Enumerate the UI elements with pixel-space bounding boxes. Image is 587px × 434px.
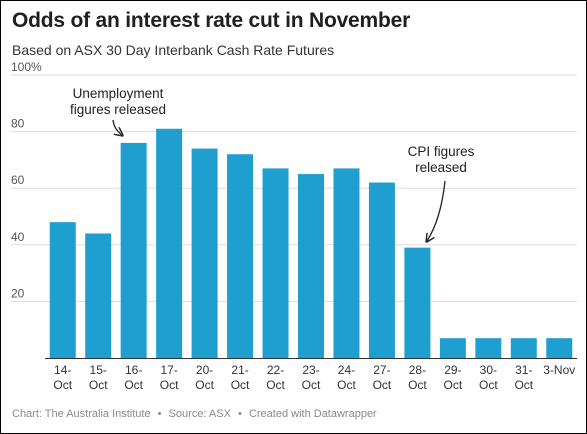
x-tick-label: 23-Oct bbox=[302, 363, 321, 392]
x-tick-label-line: Oct bbox=[373, 378, 392, 392]
bar bbox=[368, 182, 395, 358]
x-tick-label: 21-Oct bbox=[231, 363, 250, 392]
footer-separator: • bbox=[157, 408, 162, 420]
annotation-arrow bbox=[427, 180, 446, 241]
bars bbox=[49, 128, 573, 358]
axes: 20406080100%14-Oct15-Oct16-Oct17-Oct20-O… bbox=[11, 60, 577, 392]
x-tick-label-line: 31- bbox=[515, 363, 532, 377]
footer-separator: • bbox=[238, 408, 242, 420]
y-tick-label: 60 bbox=[11, 173, 25, 187]
x-tick-label-line: 14- bbox=[54, 363, 71, 377]
bar bbox=[510, 338, 537, 358]
x-tick-label: 31-Oct bbox=[514, 363, 533, 392]
footer-chart-credit: Chart: The Australia Institute bbox=[12, 408, 151, 420]
x-tick-label: 24-Oct bbox=[337, 363, 356, 392]
x-tick-label-line: 28- bbox=[409, 363, 426, 377]
x-tick-label: 17-Oct bbox=[160, 363, 179, 392]
bar bbox=[262, 168, 289, 358]
x-tick-label-line: 30- bbox=[480, 363, 497, 377]
annotation-line: figures released bbox=[70, 102, 166, 117]
annotations: Unemployment figures released CPI figures r… bbox=[70, 86, 475, 241]
y-tick-label: 40 bbox=[11, 230, 25, 244]
x-tick-label: 30-Oct bbox=[479, 363, 498, 392]
bar bbox=[49, 222, 76, 358]
x-tick-label: 28-Oct bbox=[408, 363, 427, 392]
x-tick-label-line: Oct bbox=[53, 378, 72, 392]
x-tick-label-line: 24- bbox=[338, 363, 355, 377]
y-tick-label: 80 bbox=[11, 117, 25, 131]
bar bbox=[85, 233, 112, 358]
bar bbox=[404, 247, 431, 358]
bar bbox=[191, 148, 218, 358]
x-tick-label-line: Oct bbox=[408, 378, 427, 392]
x-tick-label: 16-Oct bbox=[124, 363, 143, 392]
x-tick-label-line: 17- bbox=[160, 363, 177, 377]
x-tick-label-line: 23- bbox=[302, 363, 319, 377]
x-tick-label-line: 29- bbox=[444, 363, 461, 377]
x-tick-label-line: 22- bbox=[267, 363, 284, 377]
x-tick-label-line: Oct bbox=[302, 378, 321, 392]
bar bbox=[475, 338, 502, 358]
bar bbox=[227, 154, 254, 358]
annotation-text: CPI figures released bbox=[408, 144, 475, 175]
bar-chart: 20406080100%14-Oct15-Oct16-Oct17-Oct20-O… bbox=[11, 60, 577, 392]
bar bbox=[439, 338, 466, 358]
footer-source: Source: ASX bbox=[168, 408, 231, 420]
x-tick-label-line: Oct bbox=[89, 378, 108, 392]
chart-footer: Chart: The Australia Institute • Source:… bbox=[12, 408, 377, 420]
x-tick-label-line: Oct bbox=[195, 378, 214, 392]
x-tick-label: 22-Oct bbox=[266, 363, 285, 392]
x-tick-label: 3-Nov bbox=[543, 363, 575, 377]
x-tick-label: 14-Oct bbox=[53, 363, 72, 392]
annotation-line: CPI figures bbox=[408, 144, 475, 159]
x-tick-label-line: Oct bbox=[266, 378, 285, 392]
x-tick-label-line: 27- bbox=[373, 363, 390, 377]
x-tick-label-line: 21- bbox=[231, 363, 248, 377]
x-tick-label: 29-Oct bbox=[444, 363, 463, 392]
x-tick-label-line: Oct bbox=[514, 378, 533, 392]
bar bbox=[546, 338, 573, 358]
x-tick-label: 20-Oct bbox=[195, 363, 214, 392]
bar bbox=[120, 142, 147, 358]
x-tick-label-line: 3-Nov bbox=[543, 363, 575, 377]
annotation-arrow bbox=[112, 119, 122, 135]
x-tick-label-line: Oct bbox=[160, 378, 179, 392]
bar bbox=[298, 174, 324, 358]
x-tick-label-line: 15- bbox=[90, 363, 107, 377]
annotation-line: Unemployment bbox=[73, 86, 164, 101]
x-tick-label: 15-Oct bbox=[89, 363, 108, 392]
x-tick-label-line: 16- bbox=[125, 363, 142, 377]
y-tick-label: 20 bbox=[11, 286, 25, 300]
x-tick-label-line: Oct bbox=[337, 378, 356, 392]
x-tick-label-line: Oct bbox=[124, 378, 143, 392]
bar bbox=[333, 168, 360, 358]
footer-created-with: Created with Datawrapper bbox=[248, 408, 377, 420]
chart-subtitle: Based on ASX 30 Day Interbank Cash Rate … bbox=[12, 42, 335, 58]
annotation-line: released bbox=[415, 160, 467, 175]
x-tick-label-line: Oct bbox=[231, 378, 250, 392]
y-tick-label: 100% bbox=[11, 60, 42, 74]
annotation-text: Unemployment figures released bbox=[70, 86, 166, 117]
x-tick-label: 27-Oct bbox=[373, 363, 392, 392]
chart-title: Odds of an interest rate cut in November bbox=[12, 9, 411, 32]
x-tick-label-line: 20- bbox=[196, 363, 213, 377]
bar bbox=[156, 128, 183, 358]
x-tick-label-line: Oct bbox=[444, 378, 463, 392]
x-tick-label-line: Oct bbox=[479, 378, 498, 392]
